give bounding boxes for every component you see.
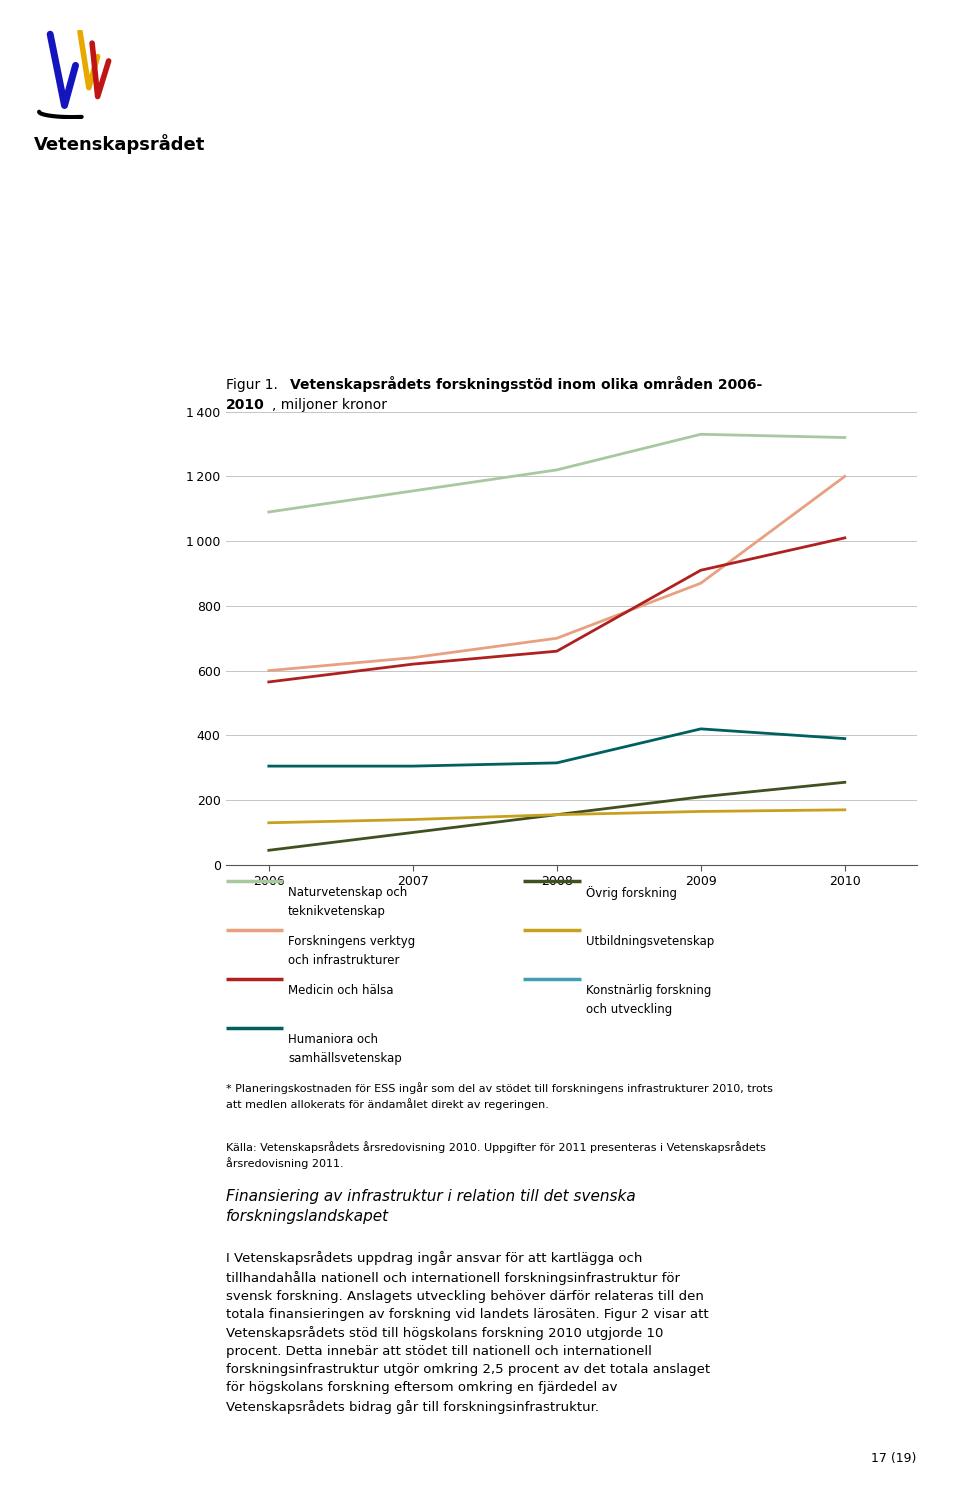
Text: Forskningens verktyg: Forskningens verktyg <box>288 935 416 948</box>
Text: Naturvetenskap och: Naturvetenskap och <box>288 886 407 899</box>
Text: Källa: Vetenskapsrådets årsredovisning 2010. Uppgifter för 2011 presenteras i Ve: Källa: Vetenskapsrådets årsredovisning 2… <box>226 1141 765 1169</box>
Text: Vetenskapsrådet: Vetenskapsrådet <box>34 134 205 153</box>
Text: Medicin och hälsa: Medicin och hälsa <box>288 984 394 997</box>
Text: * Planeringskostnaden för ESS ingår som del av stödet till forskningens infrastr: * Planeringskostnaden för ESS ingår som … <box>226 1082 773 1110</box>
Text: Humaniora och: Humaniora och <box>288 1033 378 1046</box>
Text: 17 (19): 17 (19) <box>872 1452 917 1465</box>
Text: samhällsvetenskap: samhällsvetenskap <box>288 1052 401 1065</box>
Text: Utbildningsvetenskap: Utbildningsvetenskap <box>586 935 714 948</box>
Text: och utveckling: och utveckling <box>586 1003 672 1016</box>
Text: 2010: 2010 <box>226 398 264 412</box>
Text: , miljoner kronor: , miljoner kronor <box>272 398 387 412</box>
Text: Konstnärlig forskning: Konstnärlig forskning <box>586 984 711 997</box>
Text: Vetenskapsrådets forskningsstöd inom olika områden 2006-: Vetenskapsrådets forskningsstöd inom oli… <box>290 376 762 392</box>
Text: I Vetenskapsrådets uppdrag ingår ansvar för att kartlägga och
tillhandahålla nat: I Vetenskapsrådets uppdrag ingår ansvar … <box>226 1251 709 1413</box>
Text: Finansiering av infrastruktur i relation till det svenska
forskningslandskapet: Finansiering av infrastruktur i relation… <box>226 1189 636 1223</box>
Text: Figur 1.: Figur 1. <box>226 379 282 392</box>
Text: teknikvetenskap: teknikvetenskap <box>288 905 386 918</box>
Text: Övrig forskning: Övrig forskning <box>586 886 677 899</box>
Text: och infrastrukturer: och infrastrukturer <box>288 954 399 967</box>
